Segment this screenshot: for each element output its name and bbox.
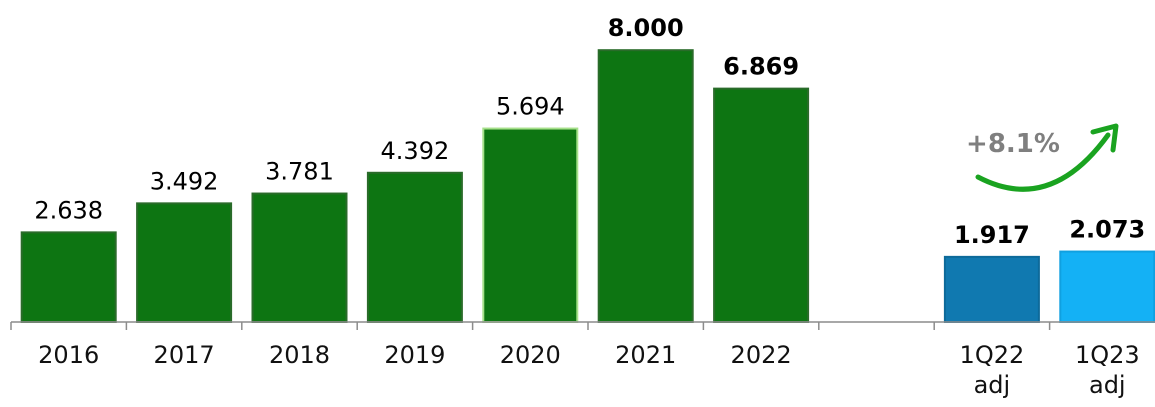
x-tick-label: 2018 — [269, 341, 330, 369]
x-tick-label: 2019 — [384, 341, 445, 369]
bar-2019 — [366, 171, 463, 323]
value-label: 6.869 — [723, 53, 799, 81]
growth-annotation-label: +8.1% — [966, 129, 1060, 159]
bar-2018 — [251, 192, 348, 323]
value-label: 5.694 — [496, 93, 565, 121]
bar-2017 — [136, 202, 233, 323]
value-labels: 2.638 3.492 3.781 4.392 5.694 8.000 6.869 1.917… — [34, 14, 1145, 249]
bars-group — [20, 49, 1155, 323]
bar-2022 — [713, 87, 810, 323]
value-label: 2.073 — [1069, 216, 1145, 244]
x-tick-label: 2021 — [615, 341, 676, 369]
x-tick-label: 2022 — [731, 341, 792, 369]
value-label: 8.000 — [608, 14, 684, 42]
value-label: 2.638 — [34, 196, 103, 224]
growth-annotation: +8.1% — [966, 123, 1119, 192]
bar-2021 — [597, 49, 694, 323]
bar-2016 — [20, 231, 117, 323]
x-tick-label: 2017 — [154, 341, 215, 369]
growth-arrow-head — [1090, 123, 1119, 153]
value-label: 1.917 — [954, 221, 1030, 249]
x-tick-label: 1Q22 adj — [960, 341, 1025, 399]
tick-labels: 2016 2017 2018 2019 2020 2021 2022 1Q22 adj 1Q23 a… — [38, 341, 1139, 399]
value-label: 3.781 — [265, 158, 334, 186]
x-tick-label: 2020 — [500, 341, 561, 369]
bar-2020 — [482, 127, 579, 323]
x-axis — [10, 321, 1155, 330]
x-tick-label: 1Q23 adj — [1075, 341, 1140, 399]
bar-1q23-adj — [1059, 250, 1155, 323]
growth-arrow-curve — [975, 132, 1111, 192]
value-label: 4.392 — [381, 137, 450, 165]
bar-1q22-adj — [943, 255, 1040, 323]
value-label: 3.492 — [150, 167, 219, 195]
x-tick-label: 2016 — [38, 341, 99, 369]
